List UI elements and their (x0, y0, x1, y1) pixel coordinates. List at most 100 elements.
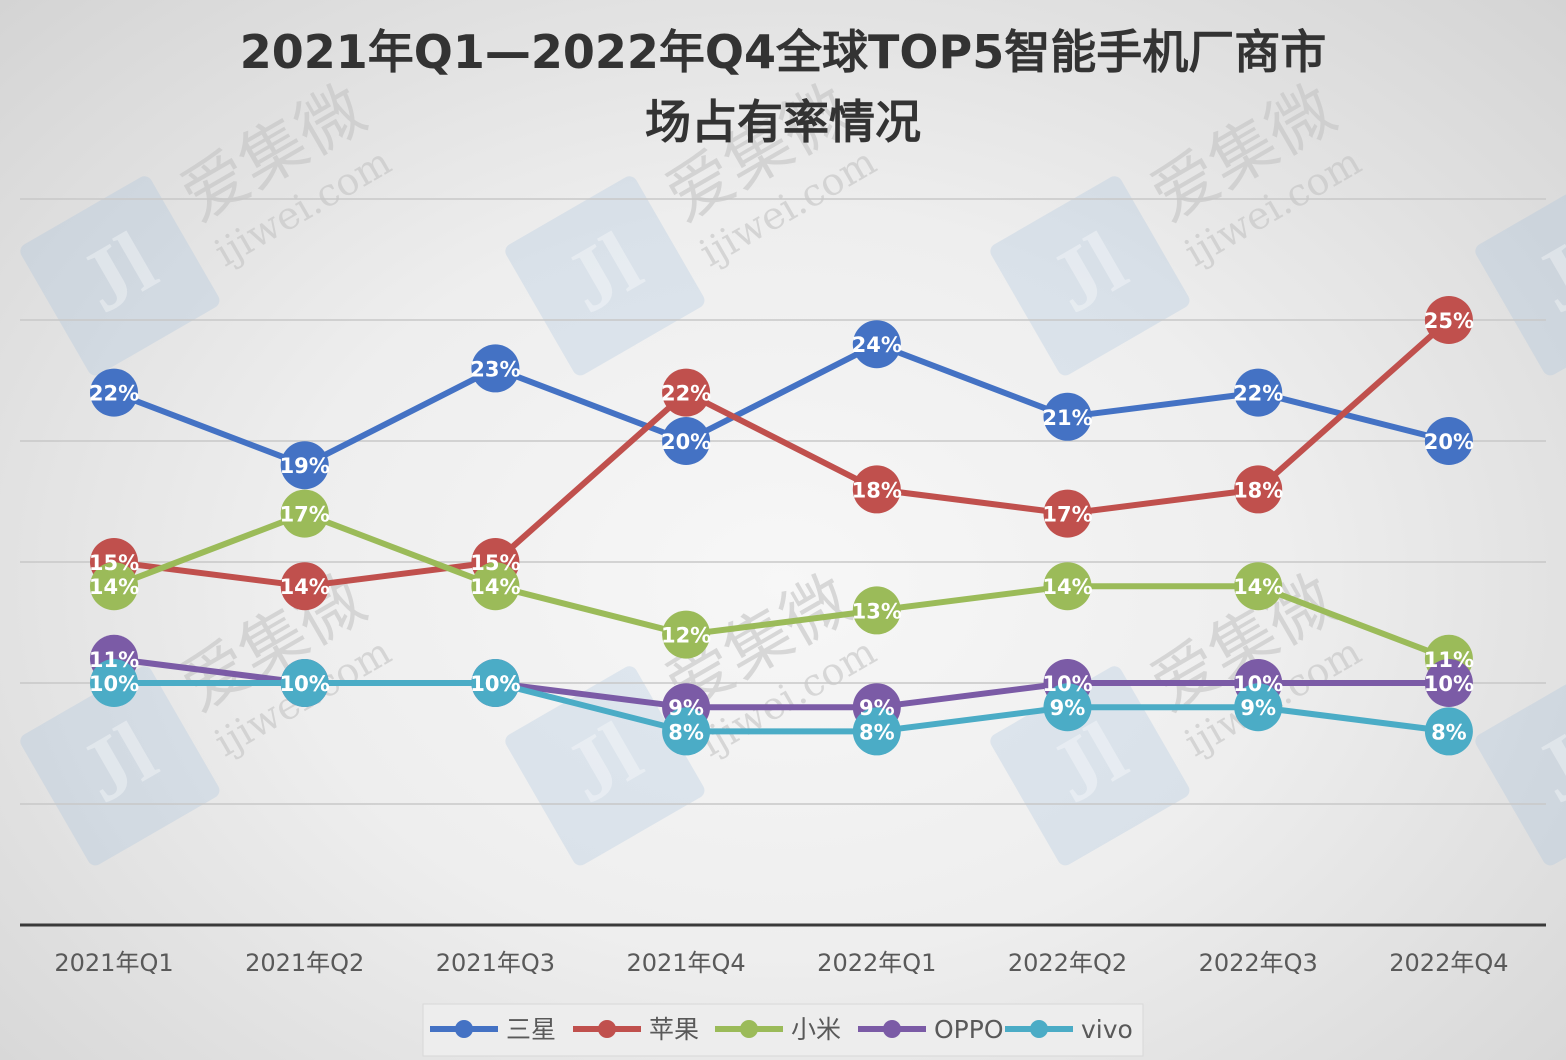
data-label: 10% (1042, 672, 1092, 696)
series-line (112, 510, 1450, 662)
data-point (1043, 562, 1092, 611)
legend-marker (455, 1020, 473, 1038)
data-label: 18% (852, 478, 902, 502)
watermark-logo (990, 666, 1190, 866)
x-tick-label: 2022年Q1 (817, 949, 936, 977)
data-point (852, 707, 901, 756)
legend-entry: 苹果 (573, 1015, 699, 1044)
data-label: 10% (470, 672, 520, 696)
data-label: 10% (470, 672, 520, 696)
data-point (662, 368, 711, 417)
data-point (1043, 489, 1092, 538)
data-label: 18% (1233, 478, 1283, 502)
data-label: 14% (470, 575, 520, 599)
legend-marker (740, 1020, 758, 1038)
data-label: 9% (668, 696, 704, 720)
data-label: 12% (661, 624, 711, 648)
data-label: 22% (1233, 382, 1283, 406)
x-tick-label: 2022年Q3 (1199, 949, 1318, 977)
series-line (114, 680, 1450, 735)
data-point (471, 562, 520, 611)
series-line (113, 317, 1451, 590)
data-point (90, 562, 138, 611)
data-label: 8% (668, 720, 704, 744)
chart-title-line-2: 场占有率情况 (645, 95, 921, 149)
data-label: 19% (280, 454, 330, 478)
data-label: 15% (89, 551, 139, 575)
data-label: 25% (1424, 309, 1474, 333)
watermark-logo (1475, 666, 1566, 866)
data-label: 23% (470, 357, 520, 381)
x-tick-label: 2021年Q3 (436, 949, 555, 977)
legend-entry: 小米 (715, 1015, 841, 1044)
data-label: 10% (280, 672, 330, 696)
data-markers: 22%19%23%20%24%21%22%20%15%14%15%22%18%1… (89, 296, 1474, 756)
data-point (1234, 368, 1283, 417)
x-tick-label: 2021年Q4 (626, 949, 745, 977)
legend: 三星 苹果 小米 OPPO vivo (422, 1003, 1144, 1057)
data-point (280, 489, 329, 538)
data-point (662, 610, 711, 659)
data-label: 10% (1424, 672, 1474, 696)
data-label: 21% (1042, 406, 1092, 430)
data-label: 11% (89, 648, 139, 672)
legend-marker (598, 1020, 616, 1038)
data-point (1234, 562, 1283, 611)
legend-marker (883, 1020, 901, 1038)
data-point (471, 344, 520, 393)
data-label: 22% (89, 382, 139, 406)
watermark-logo (990, 176, 1190, 376)
watermark-logo (20, 176, 220, 376)
x-tick-label: 2021年Q1 (54, 949, 173, 977)
legend-label: OPPO (934, 1015, 1004, 1044)
data-label: 10% (1233, 672, 1283, 696)
data-label: 20% (1424, 430, 1474, 454)
data-label: 13% (852, 599, 902, 623)
data-point (1043, 392, 1092, 441)
watermark-logo (505, 666, 705, 866)
data-point (1043, 683, 1092, 732)
data-label: 14% (89, 575, 139, 599)
data-label: 8% (859, 720, 895, 744)
data-label: 14% (280, 575, 330, 599)
data-point (1424, 296, 1473, 344)
data-label: 14% (1233, 575, 1283, 599)
watermark-logo (1475, 176, 1566, 376)
data-point (1234, 683, 1283, 732)
legend-label: 三星 (506, 1015, 556, 1044)
data-point (1424, 707, 1473, 756)
x-tick-label: 2022年Q4 (1389, 949, 1508, 977)
chart-title-line-1: 2021年Q1—2022年Q4全球TOP5智能手机厂商市 (240, 25, 1326, 79)
watermark-logo (505, 176, 705, 376)
data-label: 11% (1424, 648, 1474, 672)
legend-entry: vivo (1005, 1015, 1133, 1044)
series-lines (112, 317, 1451, 735)
data-point (852, 320, 901, 369)
data-label: 17% (1042, 503, 1092, 527)
legend-label: 苹果 (649, 1015, 699, 1044)
data-label: 9% (1240, 696, 1276, 720)
data-point (90, 368, 138, 417)
data-point (852, 465, 901, 514)
data-label: 10% (280, 672, 330, 696)
legend-label: 小米 (791, 1015, 841, 1044)
data-point (90, 659, 138, 707)
data-label: 9% (859, 696, 895, 720)
data-point (280, 562, 329, 611)
series-line (112, 341, 1450, 469)
legend-label: vivo (1081, 1015, 1133, 1044)
data-point (1234, 465, 1283, 514)
data-label: 22% (661, 382, 711, 406)
data-point (1424, 659, 1473, 707)
data-point (1424, 417, 1473, 465)
gridlines (20, 198, 1546, 927)
data-point (662, 417, 711, 465)
data-point (280, 441, 329, 490)
data-label: 14% (1042, 575, 1092, 599)
